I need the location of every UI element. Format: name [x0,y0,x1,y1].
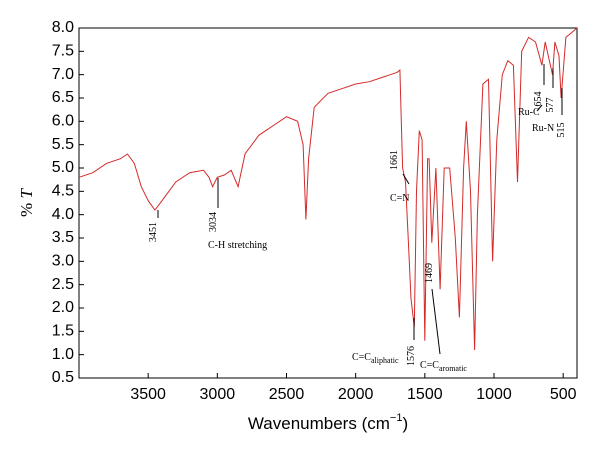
annotation: 3451 [148,222,159,242]
x-tick-label: 2000 [338,386,374,403]
y-tick-label: 1.0 [52,346,74,363]
y-tick-label: 2.5 [52,276,74,293]
y-tick-label: 6.0 [52,113,74,130]
y-tick-label: 2.0 [52,299,74,316]
y-tick-label: 4.5 [52,183,74,200]
annotation: 1576 [406,346,417,366]
annotation-leader [536,104,543,112]
y-label-text: % [17,199,36,217]
x-label-text: Wavenumbers (cm [248,414,390,433]
annotation-text: C-H stretching [208,240,267,251]
y-tick-label: 3.5 [52,229,74,246]
y-tick-label: 7.5 [52,43,74,60]
annotation-text: C=C [352,352,371,363]
annotation-text: Ru-C [518,107,540,118]
x-tick-label: 2500 [269,386,305,403]
x-tick-label: 3000 [200,386,236,403]
y-tick-label: 3.0 [52,253,74,270]
annotation-text: 3034 [208,212,219,232]
annotation-sub: aliphatic [371,356,399,365]
y-tick-label: 5.0 [52,159,74,176]
annotation-leader [402,173,410,185]
x-tick-label: 1500 [407,386,443,403]
annotation: Ru-C [518,107,540,118]
annotation-text: C=N [390,193,410,204]
y-axis-label: % T [17,188,36,217]
annotation: 3034 [208,212,219,232]
annotation: C=Caromatic [420,360,467,373]
annotation-text: Ru-N [532,123,554,134]
annotation: 1661 [389,150,400,170]
annotation-text: 1661 [389,150,400,170]
annotation-text: 654 [533,92,544,107]
y-label-symbol: T [17,188,36,199]
annotation: 654 [533,92,544,107]
annotation: 515 [556,123,567,138]
annotation-text: 3451 [148,222,159,242]
annotation: 577 [545,98,556,113]
x-tick-label: 1000 [476,386,512,403]
annotation-text: C=C [420,360,439,371]
annotation-text: 1576 [406,346,417,366]
plot-frame [78,27,578,379]
annotation-text: 1469 [424,263,435,283]
x-tick-label: 500 [550,386,577,403]
y-tick-label: 0.5 [52,369,74,386]
annotation-text: 515 [556,123,567,138]
annotation: C=Caliphatic [352,352,399,365]
y-tick-label: 5.5 [52,136,74,153]
annotation: Ru-N [532,123,554,134]
x-tick-label: 3500 [130,386,166,403]
annotation-sub: aromatic [439,364,467,373]
annotation: C=N [390,193,410,204]
x-axis-label: Wavenumbers (cm−1) [248,412,408,434]
y-tick-label: 7.0 [52,66,74,83]
annotation: 1469 [424,263,435,283]
spectrum-line [78,27,578,351]
annotation: C-H stretching [208,240,267,251]
y-tick-label: 4.0 [52,206,74,223]
y-tick-label: 8.0 [52,19,74,36]
annotation-leader [431,288,441,355]
x-label-end: ) [402,414,408,433]
annotation-text: 577 [545,98,556,113]
y-tick-label: 6.5 [52,89,74,106]
x-label-sup: −1 [390,412,403,424]
y-tick-label: 1.5 [52,323,74,340]
